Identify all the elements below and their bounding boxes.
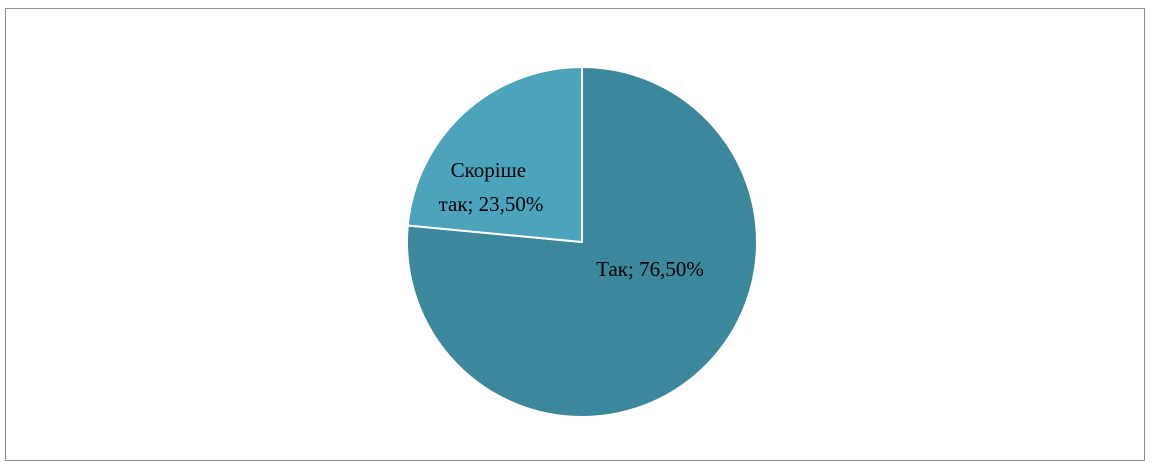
slice-label-skorishe-tak-line1: Скоріше bbox=[451, 158, 526, 182]
slice-label-tak: Так; 76,50% bbox=[596, 257, 704, 281]
pie-slice-skorishe-tak bbox=[406, 65, 583, 244]
slice-label-tak-text: Так; 76,50% bbox=[596, 257, 704, 281]
pie-labels: Так; 76,50% Скоріше так; 23,50% bbox=[439, 158, 704, 281]
pie-slices bbox=[406, 65, 758, 418]
slice-label-skorishe-tak: Скоріше так; 23,50% bbox=[439, 158, 544, 216]
slice-label-skorishe-tak-line2: так; 23,50% bbox=[439, 192, 544, 216]
